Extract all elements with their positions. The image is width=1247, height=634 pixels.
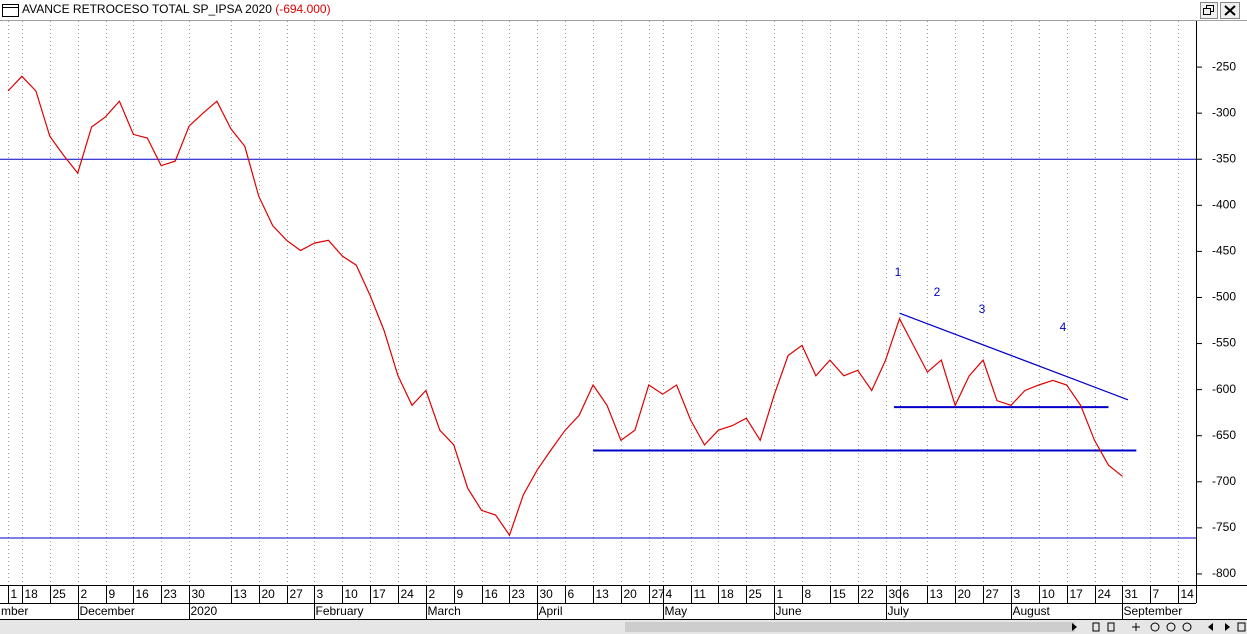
month-label: December bbox=[80, 604, 135, 618]
x-tick-label: 1 bbox=[11, 587, 18, 601]
x-tick-label: 3 bbox=[317, 587, 324, 601]
month-label: September bbox=[1124, 604, 1183, 618]
x-tick-label: 22 bbox=[861, 587, 875, 601]
x-tick-label: 18 bbox=[25, 587, 39, 601]
x-tick-label: 20 bbox=[958, 587, 972, 601]
x-tick-label: 3 bbox=[1014, 587, 1021, 601]
scroll-right-icon[interactable] bbox=[1225, 623, 1230, 631]
x-tick-label: 9 bbox=[457, 587, 464, 601]
title-bar bbox=[0, 0, 1247, 20]
y-tick-label: -750 bbox=[1212, 520, 1236, 534]
month-label: June bbox=[776, 604, 802, 618]
x-tick-label: 24 bbox=[401, 587, 415, 601]
close-icon bbox=[1224, 5, 1236, 16]
y-tick-label: -400 bbox=[1212, 197, 1236, 211]
x-tick-label: 13 bbox=[596, 587, 610, 601]
y-tick-label: -800 bbox=[1212, 566, 1236, 580]
scrollbar-thumb[interactable] bbox=[625, 622, 1075, 632]
trend-line bbox=[899, 312, 1129, 401]
x-tick-label: 27 bbox=[290, 587, 304, 601]
x-tick-label: 7 bbox=[1153, 587, 1160, 601]
toolbar-icons bbox=[1072, 622, 1246, 632]
x-tick-label: 1 bbox=[777, 587, 784, 601]
month-label: 2020 bbox=[191, 604, 218, 618]
restore-icon-front bbox=[1203, 8, 1211, 15]
x-tick-label: 14 bbox=[1181, 587, 1195, 601]
x-tick-label: 31 bbox=[1125, 587, 1139, 601]
x-tick-label: 25 bbox=[749, 587, 763, 601]
y-tick-label: -250 bbox=[1212, 59, 1236, 73]
tool-icon[interactable] bbox=[1107, 622, 1115, 632]
month-label: April bbox=[539, 604, 563, 618]
x-tick-label: 16 bbox=[136, 587, 150, 601]
y-tick-label: -600 bbox=[1212, 382, 1236, 396]
x-tick-label: 2 bbox=[429, 587, 436, 601]
zoom-icon[interactable] bbox=[1182, 622, 1192, 632]
zoom-in-icon[interactable] bbox=[1166, 622, 1176, 632]
y-tick-label: -550 bbox=[1212, 336, 1236, 350]
x-tick-label: 24 bbox=[1098, 587, 1112, 601]
x-tick-label: 20 bbox=[262, 587, 276, 601]
x-tick-label: 16 bbox=[485, 587, 499, 601]
window-icon bbox=[2, 4, 19, 17]
title-text: AVANCE RETROCESO TOTAL SP_IPSA 2020 (-69… bbox=[22, 2, 331, 16]
close-button[interactable] bbox=[1220, 2, 1240, 19]
last-value: (-694.000) bbox=[275, 2, 330, 16]
month-label: mber bbox=[1, 604, 28, 618]
y-tick-label: -500 bbox=[1212, 290, 1236, 304]
x-tick-label: 23 bbox=[512, 587, 526, 601]
x-tick-label: 6 bbox=[903, 587, 910, 601]
month-label: February bbox=[316, 604, 364, 618]
x-tick-label: 6 bbox=[568, 587, 575, 601]
x-tick-label: 17 bbox=[1070, 587, 1084, 601]
x-tick-label: 25 bbox=[53, 587, 67, 601]
y-tick-label: -350 bbox=[1212, 151, 1236, 165]
x-tick-label: 8 bbox=[805, 587, 812, 601]
wave-label: 2 bbox=[934, 285, 941, 299]
x-tick-label: 4 bbox=[666, 587, 673, 601]
x-tick-label: 30 bbox=[540, 587, 554, 601]
x-tick-label: 13 bbox=[930, 587, 944, 601]
month-label: August bbox=[1013, 604, 1051, 618]
x-tick-label: 17 bbox=[373, 587, 387, 601]
x-tick-label: 20 bbox=[624, 587, 638, 601]
restore-button[interactable] bbox=[1200, 2, 1218, 19]
x-tick-label: 15 bbox=[833, 587, 847, 601]
series-line bbox=[7, 75, 1123, 537]
chart-title: AVANCE RETROCESO TOTAL SP_IPSA 2020 bbox=[22, 2, 272, 16]
x-tick-label: 30 bbox=[889, 587, 903, 601]
y-tick-label: -650 bbox=[1212, 428, 1236, 442]
month-label: March bbox=[428, 604, 461, 618]
y-tick-label: -450 bbox=[1212, 244, 1236, 258]
tool-icon[interactable] bbox=[1132, 623, 1140, 631]
x-tick-label: 27 bbox=[986, 587, 1000, 601]
x-tick-label: 13 bbox=[234, 587, 248, 601]
y-tick-label: -700 bbox=[1212, 474, 1236, 488]
x-tick-label: 10 bbox=[345, 587, 359, 601]
y-tick-label: -300 bbox=[1212, 105, 1236, 119]
x-tick-label: 9 bbox=[109, 587, 116, 601]
wave-label: 3 bbox=[979, 302, 986, 316]
wave-label: 1 bbox=[895, 265, 902, 279]
x-tick-label: 30 bbox=[192, 587, 206, 601]
x-tick-label: 23 bbox=[164, 587, 178, 601]
month-label: May bbox=[665, 604, 688, 618]
month-label: July bbox=[888, 604, 909, 618]
zoom-out-icon[interactable] bbox=[1150, 622, 1160, 632]
tool-icon[interactable] bbox=[1237, 622, 1246, 632]
wave-label: 4 bbox=[1060, 320, 1067, 334]
scroll-right-icon[interactable] bbox=[1072, 623, 1077, 631]
tool-icon[interactable] bbox=[1092, 622, 1100, 632]
x-tick-label: 27 bbox=[652, 587, 666, 601]
x-tick-label: 18 bbox=[721, 587, 735, 601]
scroll-left-icon[interactable] bbox=[1208, 623, 1213, 631]
x-tick-label: 10 bbox=[1042, 587, 1056, 601]
x-tick-label: 11 bbox=[694, 587, 707, 601]
x-tick-label: 2 bbox=[81, 587, 88, 601]
